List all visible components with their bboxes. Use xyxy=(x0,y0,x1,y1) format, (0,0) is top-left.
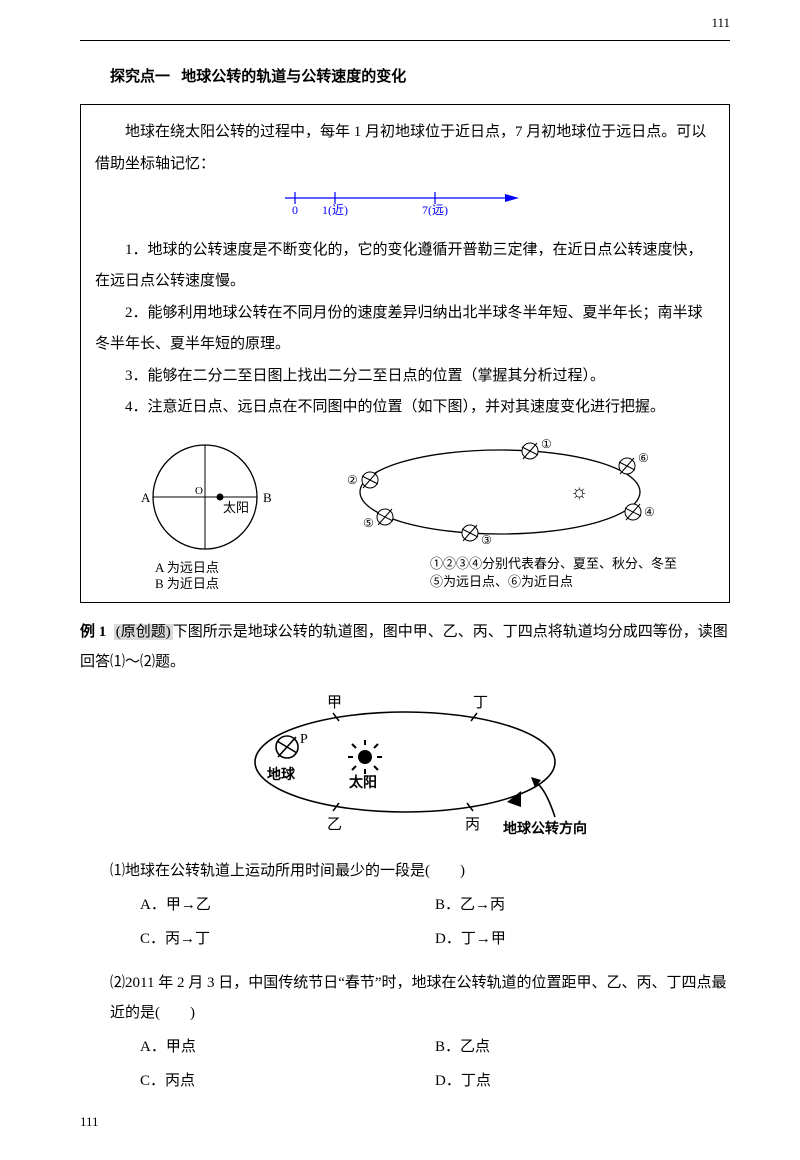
top-rule xyxy=(80,40,730,41)
section-prefix: 探究点一 xyxy=(110,69,170,85)
svg-text:⑤: ⑤ xyxy=(363,516,374,530)
label-direction: 地球公转方向 xyxy=(503,820,587,837)
box-p3: 3．能够在二分二至日图上找出二分二至日点的位置（掌握其分析过程）。 xyxy=(95,361,715,393)
marker-4: ④ xyxy=(625,504,655,520)
sun-symbol xyxy=(348,740,382,774)
ellipse-diagram: ☼ ① ⑥ ④ ② xyxy=(335,432,695,592)
page-number-bottom: 111 xyxy=(80,1114,730,1130)
box-p2-text: 2．能够利用地球公转在不同月份的速度差异归纳出北半球冬半年短、夏半年长；南半球冬… xyxy=(95,305,703,353)
axis-diagram: 0 1(近) 7(远) xyxy=(95,186,715,229)
example-stem-text: 下图所示是地球公转的轨道图，图中甲、乙、丙、丁四点将轨道均分成四等份，读图回答⑴… xyxy=(80,624,728,670)
cap-A: A 为远日点 xyxy=(155,560,219,575)
label-bing: 丙 xyxy=(465,817,480,833)
example-label: 例 1 xyxy=(80,624,106,640)
cap-B: B 为近日点 xyxy=(155,576,219,591)
label-P: P xyxy=(300,732,308,747)
box-p1: 1．地球的公转速度是不断变化的，它的变化遵循开普勒三定律，在近日点公转速度快，在… xyxy=(95,235,715,298)
q1-options-row1: A．甲→乙 B．乙→丙 xyxy=(140,890,730,920)
label-earth: 地球 xyxy=(267,766,296,783)
label-B: B xyxy=(263,490,272,505)
q1-optD: D．丁→甲 xyxy=(435,924,730,954)
svg-text:②: ② xyxy=(347,473,358,487)
original-tag: (原创题) xyxy=(114,624,173,640)
q2-text: ⑵2011 年 2 月 3 日，中国传统节日“春节”时，地球在公转轨道的位置距甲… xyxy=(110,968,730,1028)
q1-text: ⑴地球在公转轨道上运动所用时间最少的一段是( ) xyxy=(110,856,730,886)
q1-optC: C．丙→丁 xyxy=(140,924,435,954)
legend-line1: ①②③④分别代表春分、夏至、秋分、冬至 xyxy=(430,556,677,571)
axis-zero: 0 xyxy=(292,203,298,216)
box-intro: 地球在绕太阳公转的过程中，每年 1 月初地球位于近日点，7 月初地球位于远日点。… xyxy=(95,117,715,180)
label-sun-left: 太阳 xyxy=(223,500,249,515)
marker-6: ⑥ xyxy=(619,451,649,474)
q1-optA: A．甲→乙 xyxy=(140,890,435,920)
axis-seven: 7(远) xyxy=(422,203,448,216)
q2-optD: D．丁点 xyxy=(435,1066,730,1096)
box-p1-text: 1．地球的公转速度是不断变化的，它的变化遵循开普勒三定律，在近日点公转速度快，在… xyxy=(95,242,703,290)
box-intro-text: 地球在绕太阳公转的过程中，每年 1 月初地球位于近日点，7 月初地球位于远日点。… xyxy=(95,124,706,172)
label-O: O xyxy=(195,485,203,497)
box-diagrams: A B O 太阳 A 为远日点 B 为近日点 ☼ ① ⑥ xyxy=(95,432,715,592)
label-sun: 太阳 xyxy=(349,774,377,791)
section-name: 地球公转的轨道与公转速度的变化 xyxy=(181,69,406,85)
section-title: 探究点一 地球公转的轨道与公转速度的变化 xyxy=(110,65,730,86)
circle-diagram: A B O 太阳 A 为远日点 B 为近日点 xyxy=(115,432,295,592)
axis-one: 1(近) xyxy=(322,203,348,216)
q2-options-row2: C．丙点 D．丁点 xyxy=(140,1066,730,1096)
label-yi: 乙 xyxy=(327,817,342,833)
q1-options-row2: C．丙→丁 D．丁→甲 xyxy=(140,924,730,954)
label-A: A xyxy=(141,490,151,505)
svg-text:①: ① xyxy=(541,437,552,451)
example-stem: 例 1 (原创题)下图所示是地球公转的轨道图，图中甲、乙、丙、丁四点将轨道均分成… xyxy=(80,617,730,677)
q2-optC: C．丙点 xyxy=(140,1066,435,1096)
svg-text:④: ④ xyxy=(644,505,655,519)
svg-text:⑥: ⑥ xyxy=(638,451,649,465)
q2-options-row1: A．甲点 B．乙点 xyxy=(140,1032,730,1062)
example-figure: 甲 丁 乙 丙 P 地球 xyxy=(80,687,730,842)
q2-optB: B．乙点 xyxy=(435,1032,730,1062)
sun-icon: ☼ xyxy=(570,481,588,503)
q2-optA: A．甲点 xyxy=(140,1032,435,1062)
legend-line2: ⑤为远日点、⑥为近日点 xyxy=(430,574,573,589)
page-number-top: 111 xyxy=(711,15,730,31)
marker-1: ① xyxy=(522,437,552,459)
label-ding: 丁 xyxy=(473,695,488,711)
q1-optB: B．乙→丙 xyxy=(435,890,730,920)
svg-text:③: ③ xyxy=(481,533,492,547)
box-p3-text: 3．能够在二分二至日图上找出二分二至日点的位置（掌握其分析过程）。 xyxy=(125,368,605,384)
box-p2: 2．能够利用地球公转在不同月份的速度差异归纳出北半球冬半年短、夏半年长；南半球冬… xyxy=(95,298,715,361)
box-p4-text: 4．注意近日点、远日点在不同图中的位置（如下图），并对其速度变化进行把握。 xyxy=(125,399,665,415)
study-box: 地球在绕太阳公转的过程中，每年 1 月初地球位于近日点，7 月初地球位于远日点。… xyxy=(80,104,730,603)
marker-2: ② xyxy=(347,472,378,488)
box-p4: 4．注意近日点、远日点在不同图中的位置（如下图），并对其速度变化进行把握。 xyxy=(95,392,715,424)
label-jia: 甲 xyxy=(327,695,342,711)
marker-3: ③ xyxy=(462,525,492,547)
